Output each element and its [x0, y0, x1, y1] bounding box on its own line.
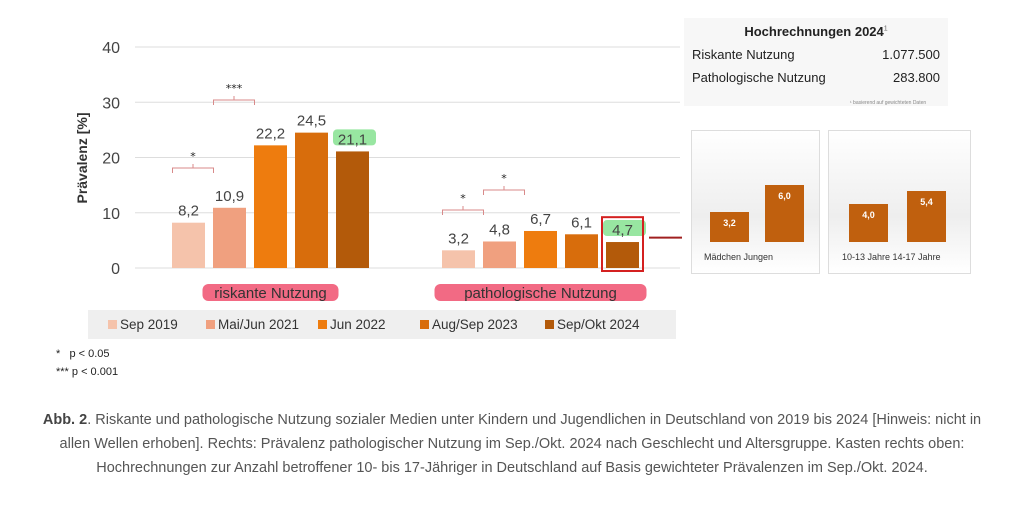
legend-label: Sep/Okt 2024 [557, 317, 640, 332]
bar-value-label: 8,2 [178, 203, 199, 220]
legend-label: Sep 2019 [120, 317, 178, 332]
y-tick-label: 0 [111, 261, 120, 278]
figure-caption: Abb. 2. Riskante und pathologische Nutzu… [42, 412, 982, 476]
legend-swatch [206, 320, 215, 329]
highlight-marker [333, 129, 376, 146]
category-highlight [434, 284, 647, 301]
legend-swatch [545, 320, 554, 329]
y-tick-label: 20 [102, 151, 120, 168]
significance-bracket [442, 206, 484, 215]
significance-mark: * [190, 150, 196, 163]
bar [483, 241, 516, 268]
legend-label: Mai/Jun 2021 [218, 317, 299, 332]
sub-bar: 3,2 [710, 211, 749, 242]
sub-bar: 4,0 [849, 204, 888, 242]
bar [336, 151, 369, 268]
legend-band [88, 310, 676, 339]
legend-label: Aug/Sep 2023 [432, 317, 518, 332]
bar-value-label: 21,1 [338, 131, 367, 148]
bar [295, 132, 328, 268]
bar [442, 250, 475, 268]
bar-value-label: 4,7 [612, 222, 633, 239]
highlight-marker [603, 220, 646, 237]
significance-bracket [213, 96, 255, 105]
legend-label: Jun 2022 [330, 317, 386, 332]
significance-mark: * [501, 172, 507, 185]
bar-value-label: 10,9 [215, 188, 244, 205]
significance-bracket [172, 164, 214, 173]
sub-category-labels: Mädchen Jungen [704, 252, 774, 262]
sub-category-labels: 10-13 Jahre 14-17 Jahre [842, 252, 941, 262]
y-tick-label: 40 [102, 40, 120, 57]
significance-mark: * [460, 192, 466, 205]
y-tick-label: 30 [102, 95, 120, 112]
y-tick-label: 10 [102, 206, 120, 223]
significance-bracket [483, 186, 525, 195]
highlight-box [601, 216, 644, 272]
legend-swatch [108, 320, 117, 329]
bar-value-label: 3,2 [448, 230, 469, 247]
projection-footnote: ¹ basierend auf gewichteten Daten [850, 100, 927, 106]
projection-row: Pathologische Nutzung 283.800 [692, 70, 940, 85]
bar-value-label: 6,1 [571, 214, 592, 231]
bar [524, 230, 557, 268]
gender-chart: 3,2 6,0 Mädchen Jungen [691, 130, 820, 274]
category-highlight [202, 284, 339, 301]
y-axis-label: Prävalenz [%] [74, 112, 90, 203]
bar [213, 207, 246, 268]
bar [565, 234, 598, 268]
projection-title: Hochrechnungen 20241 [744, 24, 888, 39]
bar [254, 145, 287, 268]
sub-bar: 5,4 [907, 190, 946, 242]
bar-value-label: 4,8 [489, 221, 510, 238]
significance-mark: *** [226, 82, 243, 95]
projection-box: Hochrechnungen 20241 Riskante Nutzung 1.0… [684, 18, 948, 106]
bar [172, 222, 205, 268]
bar-value-label: 24,5 [297, 113, 326, 130]
category-label: riskante Nutzung [214, 285, 327, 302]
age-chart: 4,0 5,4 10-13 Jahre 14-17 Jahre [828, 130, 971, 274]
bar [606, 242, 639, 268]
sig-note-1: * p < 0.05 [56, 348, 110, 360]
projection-row: Riskante Nutzung 1.077.500 [692, 47, 940, 62]
sig-note-2: *** p < 0.001 [56, 366, 119, 378]
legend-swatch [420, 320, 429, 329]
sub-bar: 6,0 [765, 185, 804, 242]
bar-value-label: 22,2 [256, 125, 285, 142]
main-chart: 0 10 20 30 40 Prävalenz [%] 8,2 10,9 22,2 24,5 2… [74, 40, 682, 339]
legend-swatch [318, 320, 327, 329]
bar-value-label: 6,7 [530, 211, 551, 228]
category-label: pathologische Nutzung [464, 285, 617, 302]
